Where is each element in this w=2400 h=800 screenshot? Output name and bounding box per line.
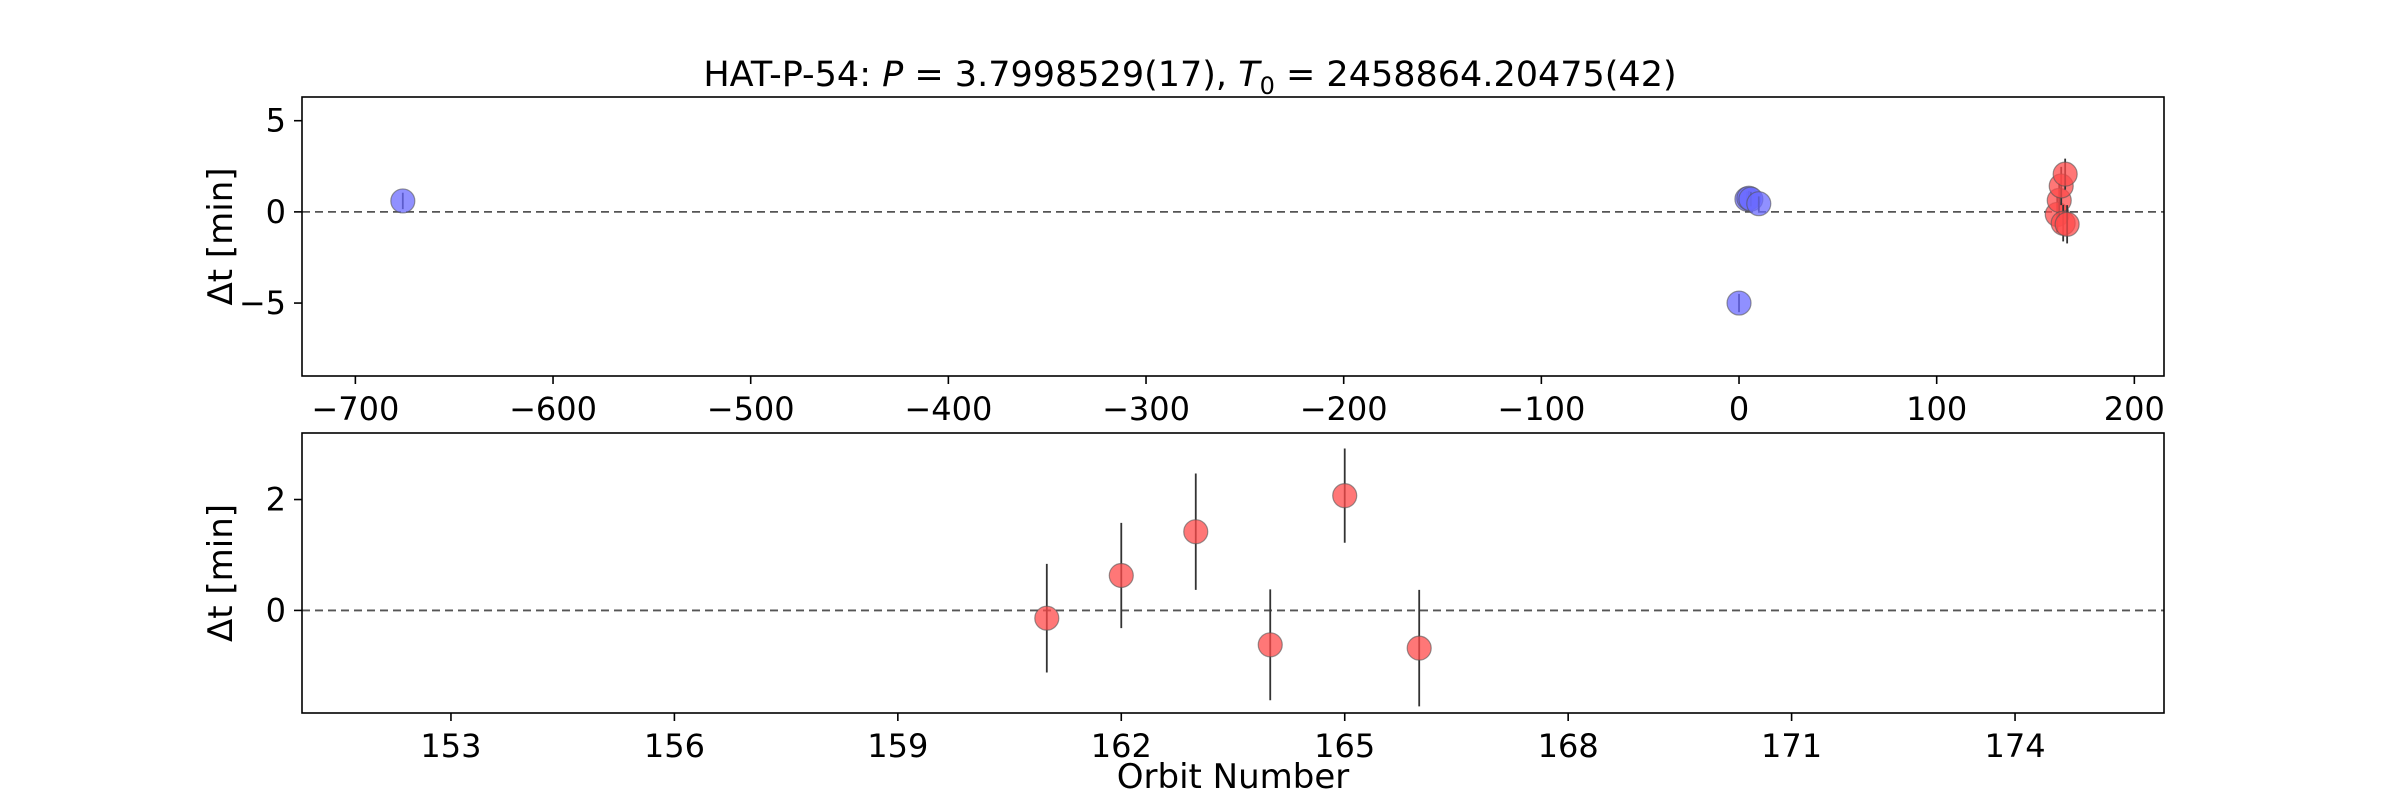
top-x-tick-label: −600 [509,390,597,428]
top-x-axis-ticks: −700 −600 −500 −400 −300 −200 −100 0 100 200 [311,376,2165,428]
bottom-data-point [1183,473,1209,590]
bottom-data-marker [1332,483,1358,509]
top-y-axis-ticks: 5 0 −5 [239,102,302,322]
bottom-x-tick-label: 165 [1314,727,1375,765]
bottom-x-tick-label: 159 [867,727,928,765]
bottom-x-axis-ticks: 153 156 159 162 165 168 171 174 [420,713,2046,765]
bottom-x-tick-label: 174 [1985,727,2046,765]
bottom-plot-frame [301,432,2165,714]
top-y-tick-label: 0 [266,193,286,231]
bottom-x-tick-label: 153 [420,727,481,765]
bottom-x-axis-label: Orbit Number [1117,757,1350,797]
bottom-x-tick-label: 156 [644,727,705,765]
top-y-tick-label: 5 [266,102,286,140]
bottom-y-axis-ticks: 20 [266,481,302,629]
plot-title: HAT-P-54: P = 3.7998529(17), T0 = 245886… [703,55,1676,100]
top-data-point [2054,205,2080,244]
bottom-data-marker [1183,519,1209,545]
top-x-tick-label: 0 [1729,390,1749,428]
title-epoch-subscript: 0 [1260,72,1275,100]
top-x-tick-label: −500 [707,390,795,428]
bottom-data-points [1034,448,1432,707]
bottom-data-point [1108,522,1134,629]
bottom-data-point [1406,589,1432,707]
top-x-tick-label: −100 [1497,390,1585,428]
top-data-points [390,158,2080,316]
top-x-tick-label: −200 [1300,390,1388,428]
bottom-data-point [1257,589,1283,701]
top-data-marker [1726,290,1752,316]
bottom-x-tick-label: 162 [1091,727,1152,765]
title-name: HAT-P-54: [703,55,882,95]
top-x-tick-label: −300 [1102,390,1190,428]
top-x-tick-label: −400 [904,390,992,428]
top-data-marker [1746,191,1772,217]
title-period-value: = 3.7998529(17), [903,55,1238,95]
bottom-y-tick-label: 2 [266,481,286,519]
top-data-marker [2054,211,2080,237]
top-data-point [2052,158,2078,190]
top-data-marker [2052,161,2078,187]
top-data-marker [390,188,416,214]
title-epoch-symbol: T [1238,55,1262,95]
bottom-data-point [1034,563,1060,673]
title-period-symbol: P [882,55,904,95]
bottom-x-tick-label: 171 [1761,727,1822,765]
top-plot-frame [301,96,2165,377]
top-x-tick-label: −700 [311,390,399,428]
bottom-y-axis-label: Δt [min] [201,504,241,642]
top-x-tick-label: 200 [2104,390,2165,428]
bottom-x-tick-label: 168 [1538,727,1599,765]
bottom-data-marker [1406,635,1432,661]
top-data-point [390,188,416,214]
top-data-point [1726,290,1752,316]
bottom-data-marker [1034,605,1060,631]
top-data-point [1746,191,1772,217]
bottom-y-tick-label: 0 [266,591,286,629]
bottom-data-marker [1257,632,1283,658]
title-epoch-value: = 2458864.20475(42) [1275,55,1677,95]
top-y-tick-label: −5 [239,284,286,322]
bottom-panel: 153 156 159 162 165 168 171 174 20 Δt [min] Orb… [201,432,2165,797]
top-x-tick-label: 100 [1906,390,1967,428]
top-panel: −700 −600 −500 −400 −300 −200 −100 0 100 200 5 0 −5… [201,96,2165,428]
bottom-data-marker [1108,562,1134,589]
top-y-axis-label: Δt [min] [201,167,241,305]
bottom-data-point [1332,448,1358,543]
